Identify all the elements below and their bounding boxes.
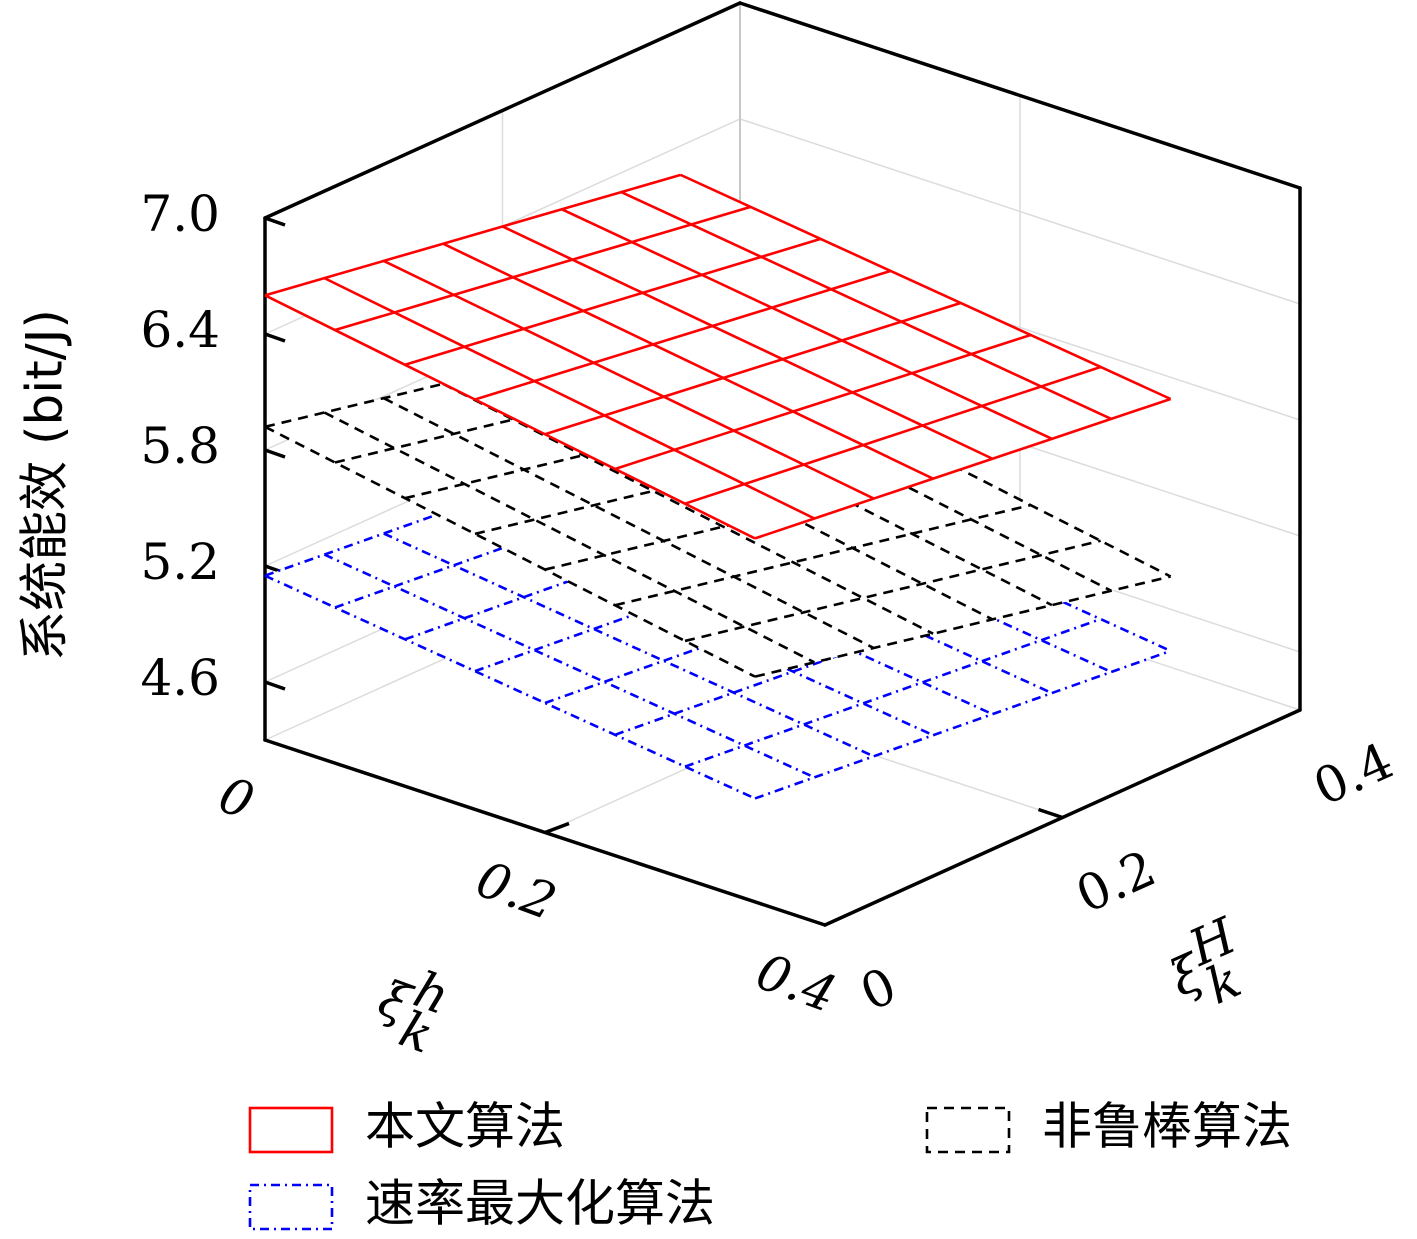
tick-mark bbox=[264, 680, 286, 691]
mesh-line bbox=[264, 574, 756, 800]
mesh-line bbox=[544, 301, 962, 436]
y-tick-label: 0.4 bbox=[1305, 732, 1401, 817]
xlabel-label: ξhk bbox=[371, 960, 456, 1064]
mesh-line bbox=[404, 237, 822, 367]
mesh-line bbox=[684, 365, 1102, 505]
mesh-line bbox=[442, 242, 934, 480]
mesh-line bbox=[323, 411, 815, 664]
z-tick-label: 5.8 bbox=[140, 417, 220, 475]
mesh-line bbox=[620, 190, 1112, 421]
mesh-line bbox=[264, 173, 681, 297]
mesh-line bbox=[264, 425, 756, 678]
z-tick-label: 7.0 bbox=[140, 185, 220, 243]
legend-swatch bbox=[248, 1106, 334, 1154]
y-tick-label: 0.2 bbox=[1068, 839, 1164, 924]
mesh-line bbox=[323, 276, 815, 520]
legend-label: 本文算法 bbox=[365, 1098, 565, 1156]
mesh-line bbox=[754, 397, 1172, 540]
axis-line bbox=[738, 1, 1302, 190]
mesh-line bbox=[614, 503, 1031, 607]
legend-label: 速率最大化算法 bbox=[365, 1175, 715, 1233]
tick-mark bbox=[544, 821, 570, 835]
legend-swatch bbox=[248, 1183, 334, 1231]
mesh-line bbox=[474, 269, 892, 401]
mesh-line bbox=[334, 205, 751, 332]
tick-mark bbox=[264, 448, 286, 459]
x-tick-label: 0.2 bbox=[469, 850, 564, 932]
z-tick-label: 4.6 bbox=[140, 649, 220, 707]
z-tick-label: 6.4 bbox=[140, 301, 220, 359]
tick-mark bbox=[264, 216, 286, 227]
x-tick-label: 0 bbox=[212, 766, 262, 831]
y-tick-label: 0 bbox=[852, 956, 905, 1022]
z-axis-label: 系统能效 (bit/J) bbox=[16, 309, 74, 661]
mesh-line bbox=[684, 539, 1101, 643]
legend-swatch bbox=[925, 1106, 1011, 1154]
mesh-line bbox=[323, 553, 815, 779]
z-tick-label: 5.2 bbox=[140, 533, 220, 591]
mesh-line bbox=[614, 333, 1032, 471]
mesh-line bbox=[680, 173, 1172, 401]
mesh-line bbox=[383, 532, 875, 758]
x-tick-label: 0.4 bbox=[749, 942, 844, 1024]
axis-line bbox=[263, 1, 742, 220]
tick-mark bbox=[1037, 807, 1064, 820]
mesh-line bbox=[501, 225, 994, 460]
mesh-line bbox=[264, 294, 756, 540]
mesh-line bbox=[561, 208, 1053, 441]
ylabel-label: ξHk bbox=[1162, 906, 1250, 1016]
tick-mark bbox=[264, 332, 286, 343]
mesh-line bbox=[754, 575, 1171, 678]
legend-label: 非鲁棒算法 bbox=[1042, 1098, 1292, 1156]
mesh-line bbox=[383, 259, 875, 500]
mesh-line bbox=[383, 397, 875, 650]
